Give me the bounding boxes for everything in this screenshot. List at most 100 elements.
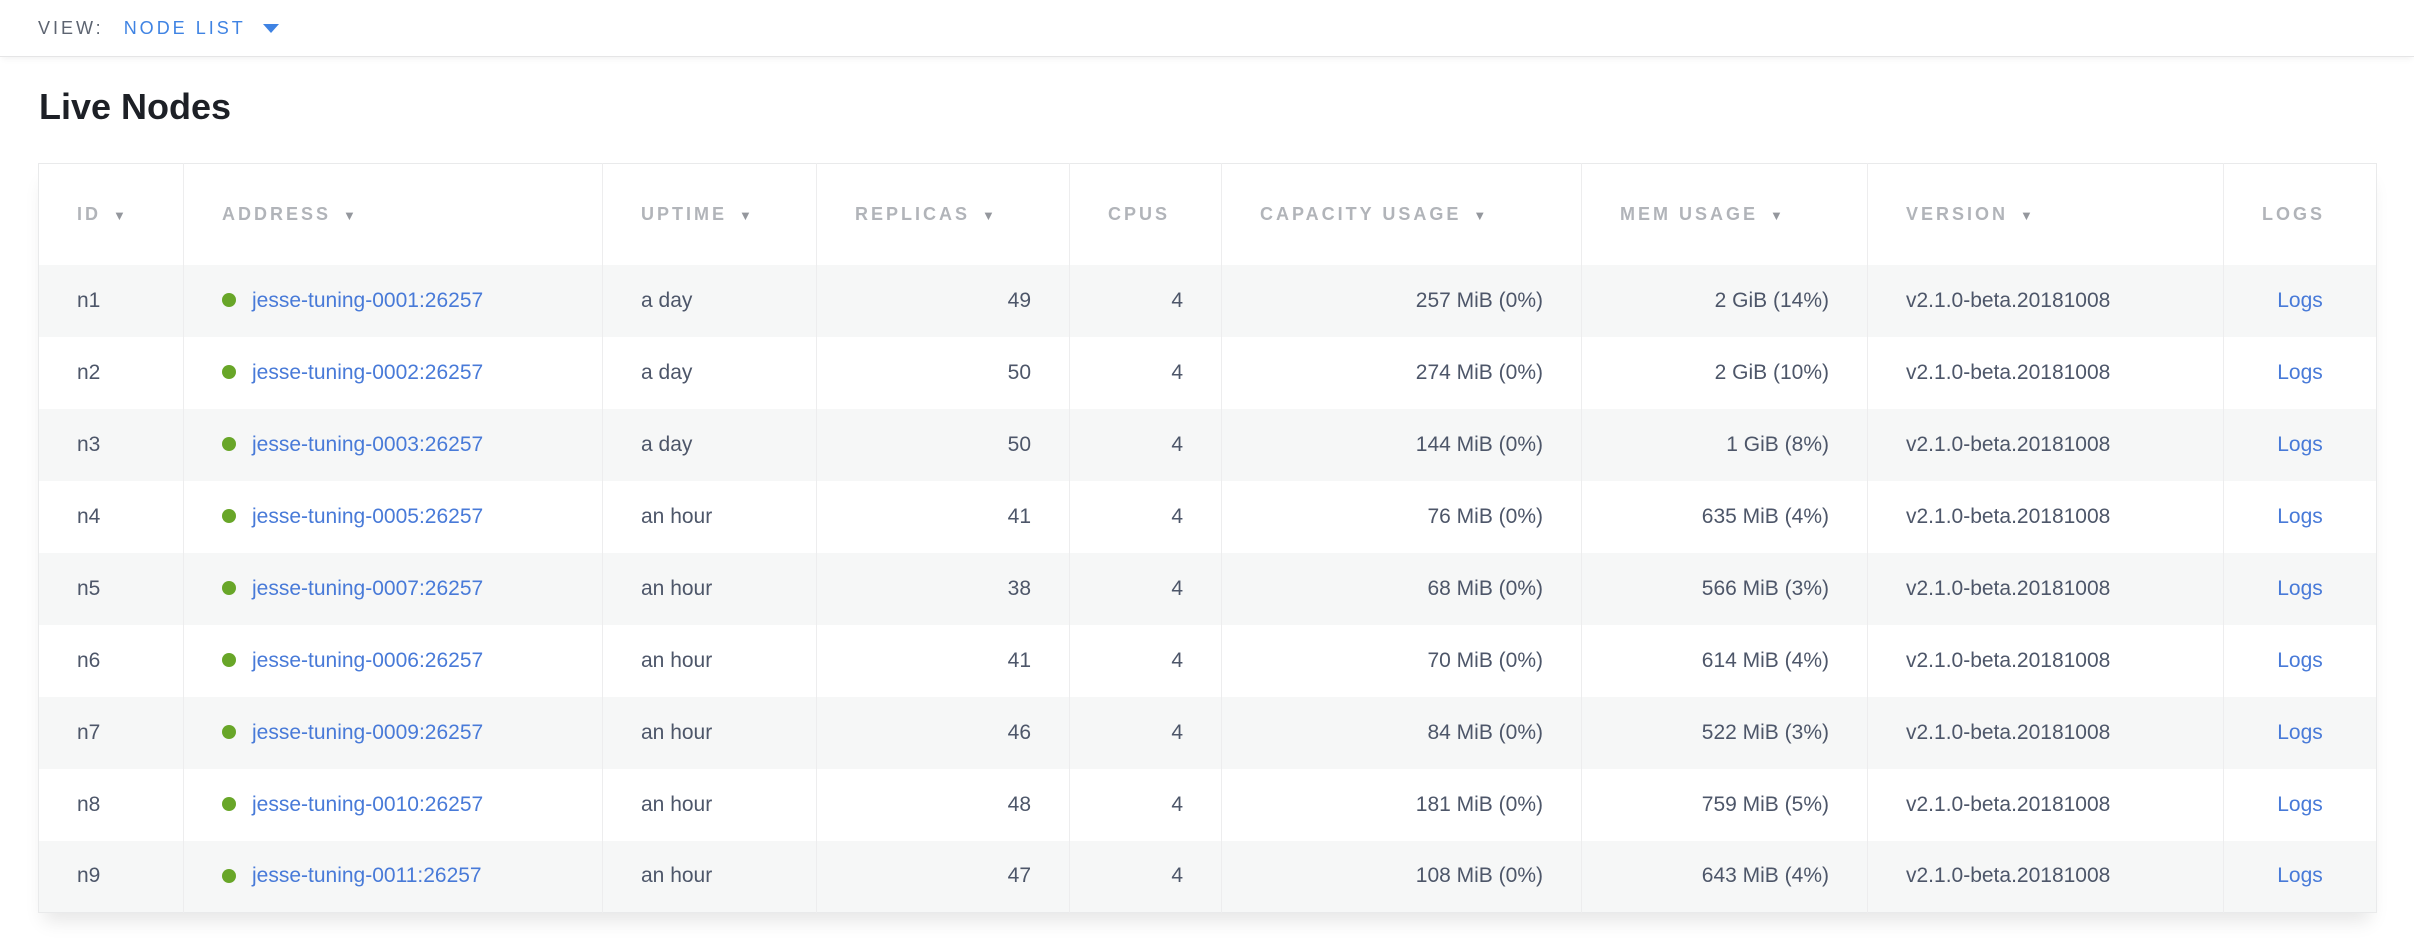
node-address-link[interactable]: jesse-tuning-0007:26257 — [252, 576, 484, 600]
sort-desc-icon: ▼ — [1473, 207, 1487, 223]
column-header-capacity[interactable]: CAPACITY USAGE ▼ — [1221, 163, 1582, 265]
node-logs-link[interactable]: Logs — [2277, 432, 2323, 456]
cell-value: 46 — [1007, 720, 1031, 744]
column-header-cpus: CPUS — [1069, 163, 1222, 265]
cell-value: v2.1.0-beta.20181008 — [1906, 432, 2111, 456]
cell-id: n6 — [38, 624, 184, 697]
cell-value: an hour — [641, 720, 713, 744]
cell-logs: Logs — [2223, 336, 2377, 409]
view-selector-bar: VIEW: NODE LIST — [0, 0, 2414, 57]
node-live-status-icon — [222, 292, 236, 307]
cell-value: 4 — [1171, 648, 1183, 672]
cell-mem: 522 MiB (3%) — [1581, 696, 1868, 769]
node-address-link[interactable]: jesse-tuning-0011:26257 — [252, 864, 482, 888]
cell-value: an hour — [641, 648, 713, 672]
sort-desc-icon: ▼ — [113, 207, 126, 223]
node-address-link[interactable]: jesse-tuning-0010:26257 — [252, 792, 484, 816]
cell-value: 4 — [1171, 576, 1183, 600]
node-logs-link[interactable]: Logs — [2277, 360, 2323, 384]
column-header-mem[interactable]: MEM USAGE ▼ — [1581, 163, 1868, 265]
cell-value: 68 MiB (0%) — [1427, 576, 1543, 600]
table-row: n7 jesse-tuning-0009:26257 an hour 46 4 84 Mi… — [38, 696, 2377, 769]
node-live-status-icon — [222, 724, 236, 739]
cell-mem: 2 GiB (14%) — [1581, 264, 1868, 337]
cell-value: n4 — [77, 504, 101, 528]
cell-replicas: 49 — [816, 264, 1070, 337]
cell-id: n4 — [38, 480, 184, 553]
node-logs-link[interactable]: Logs — [2277, 648, 2323, 672]
cell-replicas: 48 — [816, 768, 1070, 841]
cell-value: 614 MiB (4%) — [1701, 648, 1829, 672]
cell-value: 522 MiB (3%) — [1701, 720, 1829, 744]
cell-version: v2.1.0-beta.20181008 — [1867, 696, 2224, 769]
cell-value: n7 — [77, 720, 101, 744]
cell-id: n7 — [38, 696, 184, 769]
cell-cpus: 4 — [1069, 840, 1222, 913]
sort-desc-icon: ▼ — [739, 207, 752, 223]
cell-uptime: an hour — [602, 552, 817, 625]
column-header-id[interactable]: ID ▼ — [38, 163, 184, 265]
column-header-version[interactable]: VERSION ▼ — [1867, 163, 2224, 265]
cell-version: v2.1.0-beta.20181008 — [1867, 336, 2224, 409]
cell-value: n8 — [77, 792, 101, 816]
node-address-link[interactable]: jesse-tuning-0009:26257 — [252, 720, 484, 744]
cell-value: 1 GiB (8%) — [1726, 432, 1829, 456]
cell-id: n9 — [38, 840, 184, 913]
cell-value: 4 — [1171, 360, 1183, 384]
cell-value: 70 MiB (0%) — [1427, 648, 1543, 672]
cell-logs: Logs — [2223, 624, 2377, 697]
cell-value: an hour — [641, 792, 713, 816]
node-address-link[interactable]: jesse-tuning-0003:26257 — [252, 432, 484, 456]
node-address-link[interactable]: jesse-tuning-0002:26257 — [252, 360, 484, 384]
cell-version: v2.1.0-beta.20181008 — [1867, 840, 2224, 913]
node-address-link[interactable]: jesse-tuning-0001:26257 — [252, 288, 484, 312]
cell-value: 41 — [1007, 504, 1031, 528]
cell-replicas: 47 — [816, 840, 1070, 913]
column-header-label: LOGS — [2262, 203, 2326, 224]
sort-desc-icon: ▼ — [1770, 207, 1783, 223]
node-logs-link[interactable]: Logs — [2277, 576, 2323, 600]
cell-version: v2.1.0-beta.20181008 — [1867, 408, 2224, 481]
node-logs-link[interactable]: Logs — [2277, 720, 2323, 744]
node-logs-link[interactable]: Logs — [2277, 792, 2323, 816]
cell-value: 4 — [1171, 792, 1183, 816]
table-body: n1 jesse-tuning-0001:26257 a day 49 4 257 MiB… — [38, 264, 2377, 913]
node-live-status-icon — [222, 436, 236, 451]
node-live-status-icon — [222, 796, 236, 811]
cell-value: 274 MiB (0%) — [1415, 360, 1543, 384]
cell-logs: Logs — [2223, 408, 2377, 481]
column-header-replicas[interactable]: REPLICAS ▼ — [816, 163, 1070, 265]
node-logs-link[interactable]: Logs — [2277, 864, 2323, 888]
cell-address: jesse-tuning-0003:26257 — [183, 408, 603, 481]
cell-value: v2.1.0-beta.20181008 — [1906, 792, 2111, 816]
node-address-link[interactable]: jesse-tuning-0005:26257 — [252, 504, 484, 528]
cell-version: v2.1.0-beta.20181008 — [1867, 624, 2224, 697]
node-address-link[interactable]: jesse-tuning-0006:26257 — [252, 648, 484, 672]
column-header-uptime[interactable]: UPTIME ▼ — [602, 163, 817, 265]
table-row: n9 jesse-tuning-0011:26257 an hour 47 4 108 M… — [38, 840, 2377, 913]
node-logs-link[interactable]: Logs — [2277, 288, 2323, 312]
cell-value: 4 — [1171, 288, 1183, 312]
cell-mem: 759 MiB (5%) — [1581, 768, 1868, 841]
column-header-label: ID — [77, 203, 101, 224]
cell-cpus: 4 — [1069, 624, 1222, 697]
node-live-status-icon — [222, 508, 236, 523]
view-dropdown[interactable]: NODE LIST — [124, 18, 279, 39]
cell-mem: 1 GiB (8%) — [1581, 408, 1868, 481]
cell-value: 4 — [1171, 864, 1183, 888]
cell-address: jesse-tuning-0001:26257 — [183, 264, 603, 337]
cell-value: v2.1.0-beta.20181008 — [1906, 288, 2111, 312]
cell-replicas: 38 — [816, 552, 1070, 625]
cell-logs: Logs — [2223, 480, 2377, 553]
node-live-status-icon — [222, 580, 236, 595]
cell-value: a day — [641, 288, 693, 312]
column-header-address[interactable]: ADDRESS ▼ — [183, 163, 603, 265]
cell-value: 2 GiB (14%) — [1714, 288, 1829, 312]
cell-value: 84 MiB (0%) — [1427, 720, 1543, 744]
column-header-label: CPUS — [1108, 203, 1171, 224]
node-live-status-icon — [222, 364, 236, 379]
table-row: n1 jesse-tuning-0001:26257 a day 49 4 257 MiB… — [38, 264, 2377, 337]
cell-cpus: 4 — [1069, 768, 1222, 841]
node-logs-link[interactable]: Logs — [2277, 504, 2323, 528]
column-header-label: ADDRESS — [222, 203, 332, 224]
